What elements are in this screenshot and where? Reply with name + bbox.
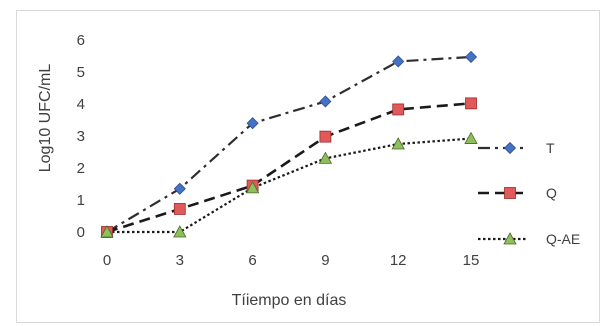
point-q: [173, 203, 186, 215]
point-t: [173, 182, 186, 195]
y-axis-ticks: 0 1 2 3 4 5 6: [77, 32, 85, 241]
y-tick-label: 5: [77, 64, 85, 81]
y-tick-label: 3: [77, 128, 85, 145]
point-t: [319, 95, 332, 108]
y-axis-title: Log10 UFC/mL: [37, 64, 54, 173]
legend-label-q-ae: Q-AE: [546, 231, 580, 247]
y-tick-label: 0: [77, 224, 85, 241]
y-tick-label: 6: [77, 32, 85, 49]
point-q: [319, 130, 332, 143]
series-line-q: [106, 102, 472, 234]
legend-marker-q-ae: [503, 232, 517, 245]
x-tick-label: 15: [463, 252, 480, 269]
point-q-ae: [245, 181, 260, 194]
point-q: [465, 97, 477, 110]
x-axis-title: Tíiempo en días: [232, 292, 347, 309]
x-tick-label: 0: [103, 252, 111, 269]
y-tick-label: 2: [77, 160, 85, 177]
legend-marker-q: [504, 187, 516, 199]
x-tick-label: 9: [321, 252, 329, 269]
point-q-ae: [173, 225, 187, 238]
point-q-ae: [391, 137, 405, 150]
point-t: [392, 55, 405, 68]
y-tick-label: 1: [77, 192, 85, 209]
x-tick-label: 6: [248, 252, 256, 269]
series-line-q-ae: [107, 137, 472, 234]
y-tick-label: 4: [77, 96, 85, 113]
series-line-t: [106, 55, 472, 233]
legend: T Q Q-AE: [478, 140, 580, 247]
legend-label-t: T: [546, 140, 555, 156]
x-tick-label: 12: [390, 252, 407, 269]
x-axis-ticks: 0 3 6 9 12 15: [103, 252, 480, 269]
point-q-ae: [100, 225, 114, 238]
series-markers: [100, 50, 478, 239]
series-lines: [106, 55, 472, 234]
point-q-ae: [318, 151, 333, 164]
legend-marker-t: [503, 141, 517, 155]
legend-label-q: Q: [546, 185, 557, 201]
point-t: [464, 50, 478, 64]
x-tick-label: 3: [176, 252, 184, 269]
point-t: [246, 117, 259, 130]
point-q: [392, 103, 405, 116]
point-q-ae: [464, 131, 478, 144]
